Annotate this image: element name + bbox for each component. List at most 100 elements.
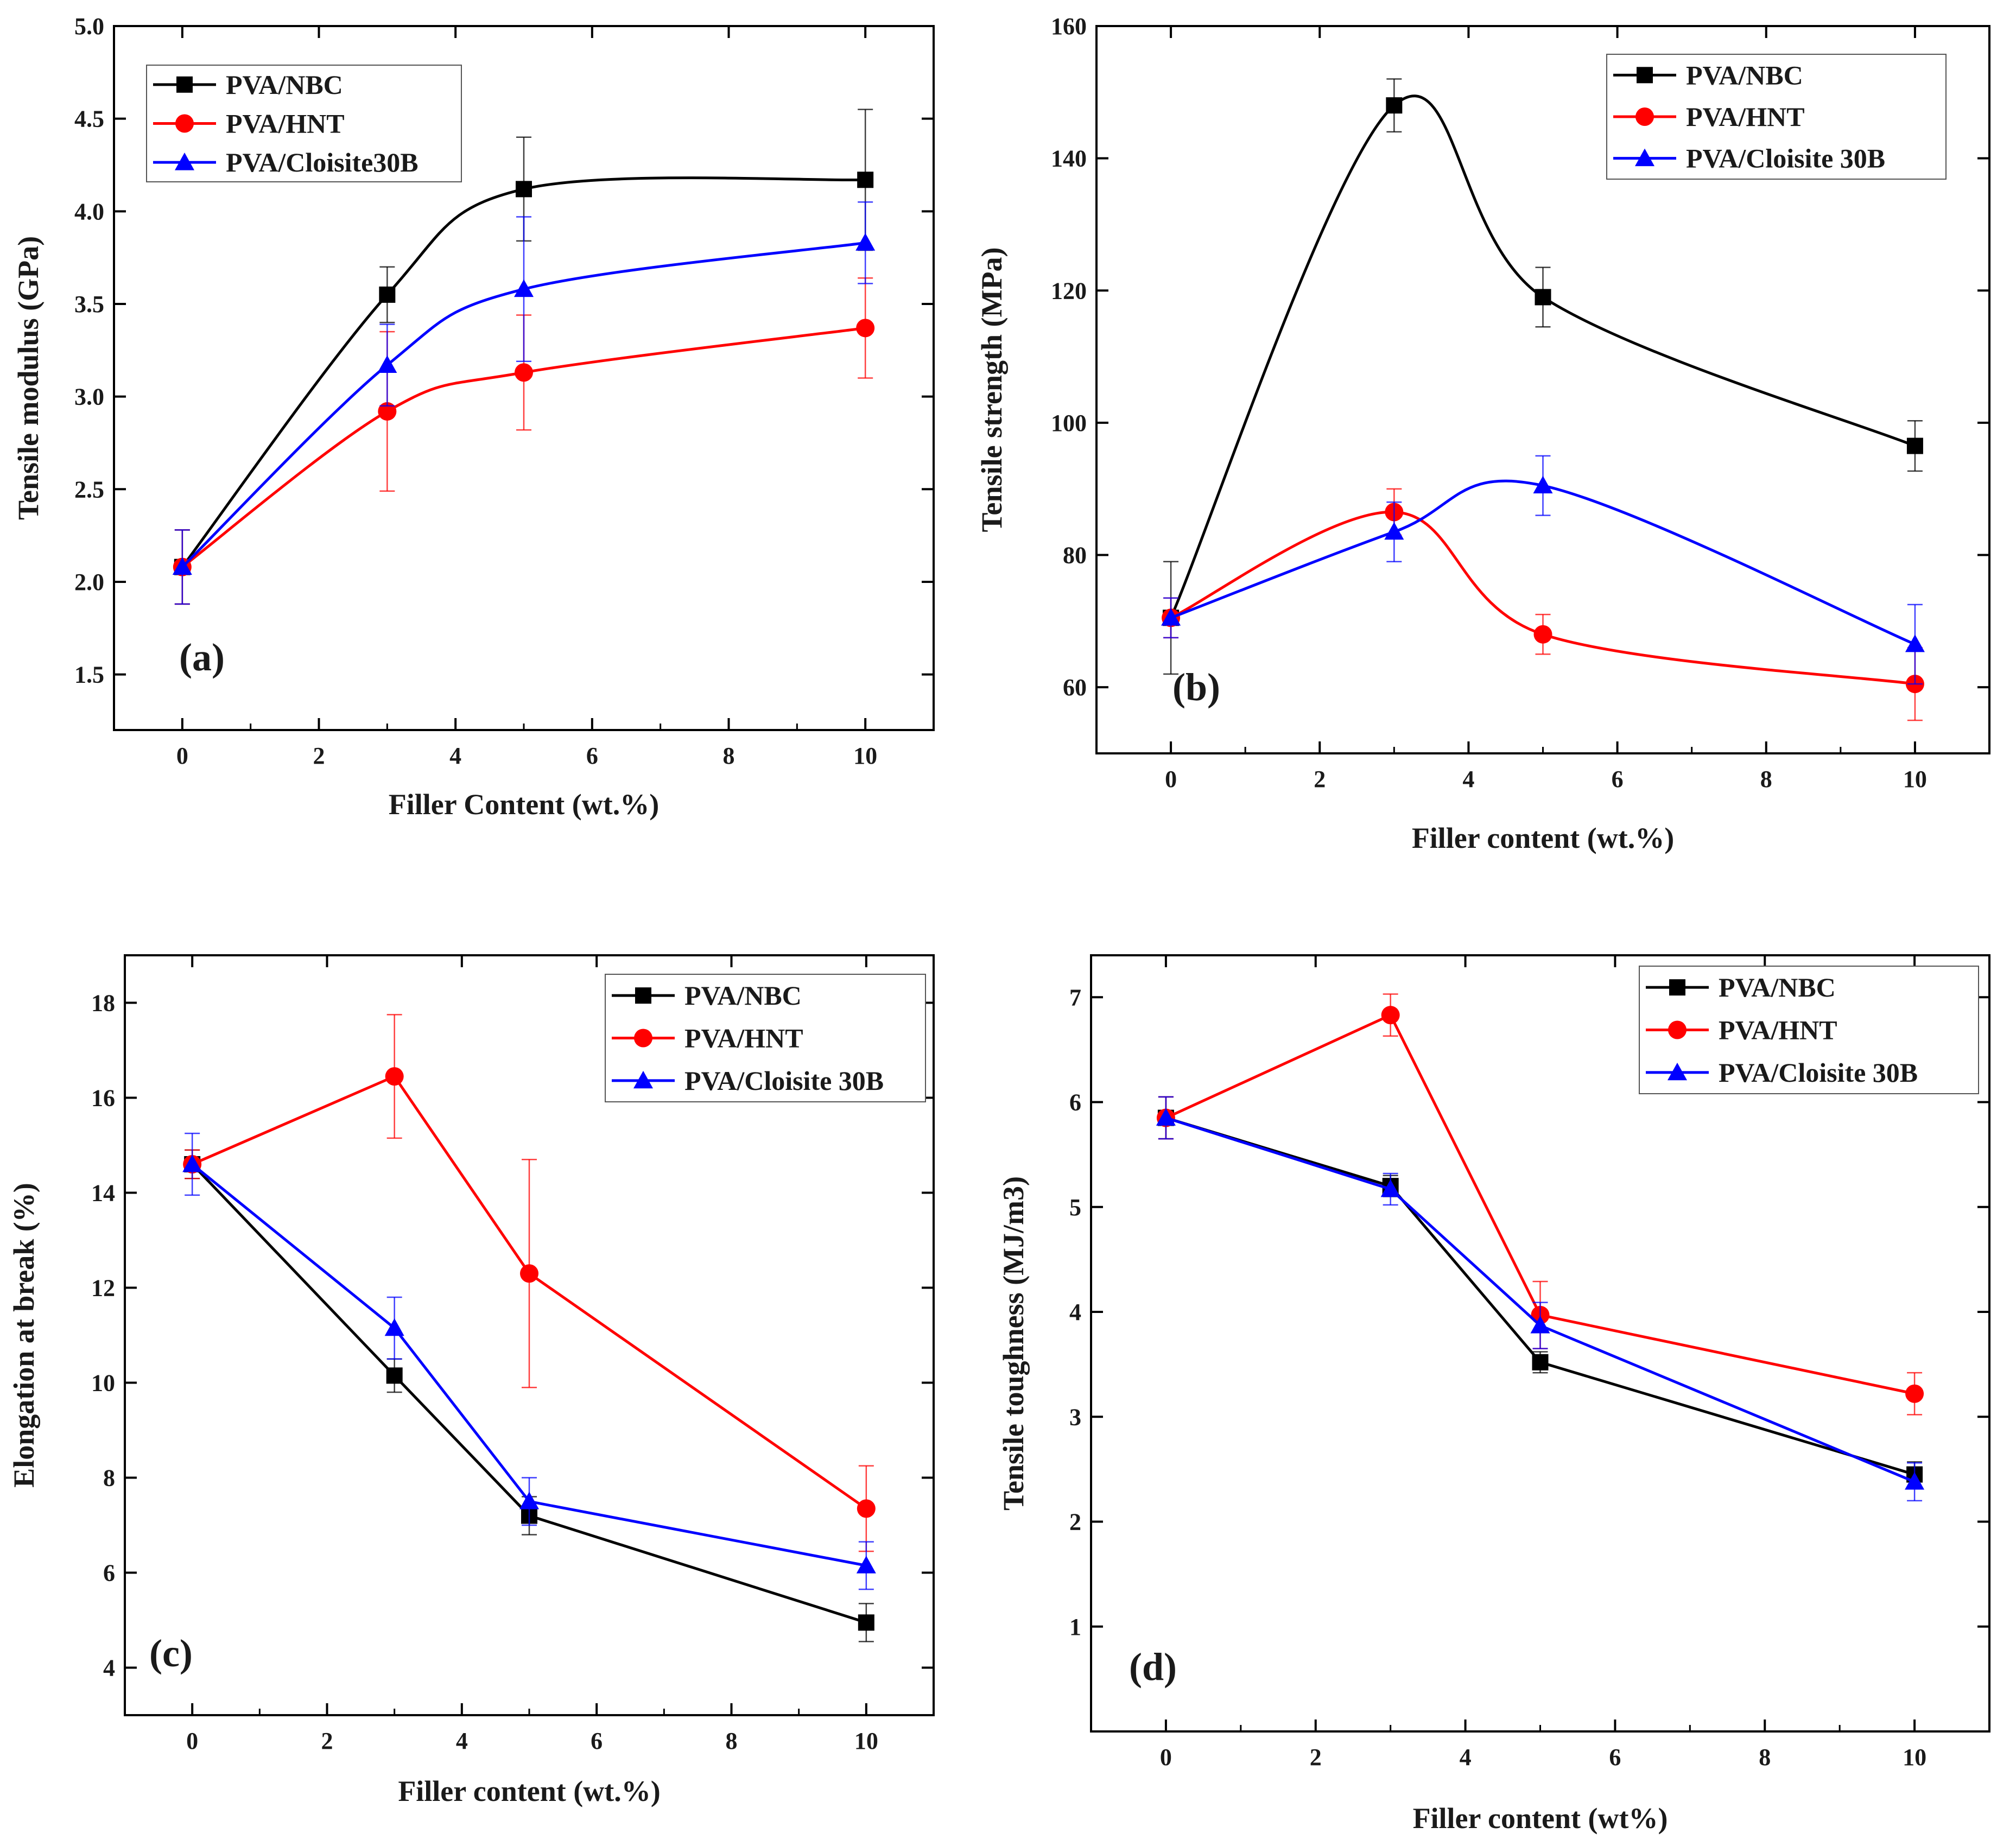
y-tick-label: 6 bbox=[1069, 1089, 1081, 1116]
data-point bbox=[1384, 522, 1404, 540]
x-tick-label: 10 bbox=[853, 743, 877, 769]
legend-marker bbox=[1668, 1062, 1687, 1081]
y-tick-label: 16 bbox=[91, 1085, 115, 1112]
x-axis-title: Filler Content (wt.%) bbox=[389, 788, 659, 821]
x-tick-label: 4 bbox=[1462, 766, 1474, 792]
legend-marker bbox=[634, 1029, 652, 1048]
x-tick-label: 6 bbox=[1612, 766, 1624, 792]
y-tick-label: 10 bbox=[91, 1370, 115, 1397]
legend-label: PVA/NBC bbox=[684, 980, 802, 1011]
y-tick-label: 2.0 bbox=[74, 569, 104, 595]
data-point bbox=[520, 1264, 538, 1283]
data-point bbox=[519, 1492, 539, 1509]
y-axis-title: Elongation at break (%) bbox=[8, 1183, 40, 1488]
series-cloisite bbox=[172, 201, 876, 605]
series-line bbox=[1165, 1116, 1916, 1483]
data-point bbox=[1380, 1179, 1400, 1197]
y-tick-label: 8 bbox=[103, 1465, 115, 1492]
legend-marker bbox=[635, 987, 651, 1004]
y-tick-label: 14 bbox=[91, 1180, 115, 1207]
y-tick-label: 120 bbox=[1051, 277, 1087, 304]
legend-marker bbox=[175, 153, 194, 170]
legend-label: PVA/NBC bbox=[1686, 60, 1803, 90]
data-point bbox=[378, 402, 397, 421]
x-tick-label: 0 bbox=[1165, 766, 1177, 792]
y-tick-label: 12 bbox=[91, 1275, 115, 1302]
y-tick-label: 4 bbox=[103, 1655, 115, 1682]
y-tick-label: 3.5 bbox=[74, 291, 104, 318]
data-point bbox=[1381, 1006, 1400, 1025]
data-point bbox=[182, 1154, 202, 1172]
data-point bbox=[1533, 475, 1553, 494]
legend-label: PVA/HNT bbox=[1719, 1015, 1837, 1045]
legend-label: PVA/HNT bbox=[226, 109, 345, 139]
series-line bbox=[1170, 479, 1916, 646]
legend: PVA/NBC PVA/HNT PVA/Cloisite 30B bbox=[1606, 54, 1947, 180]
legend-marker bbox=[176, 76, 193, 93]
x-tick-label: 2 bbox=[321, 1728, 333, 1754]
data-point bbox=[172, 557, 192, 575]
data-point bbox=[1156, 1108, 1176, 1126]
y-tick-label: 7 bbox=[1069, 984, 1081, 1011]
data-point bbox=[386, 1367, 403, 1384]
data-point bbox=[1905, 1384, 1924, 1403]
panel-label: (a) bbox=[179, 636, 225, 679]
y-tick-label: 60 bbox=[1063, 674, 1087, 701]
x-tick-label: 6 bbox=[591, 1728, 603, 1754]
y-tick-label: 6 bbox=[103, 1560, 115, 1587]
y-tick-label: 4.0 bbox=[74, 198, 104, 225]
x-tick-label: 8 bbox=[726, 1728, 738, 1754]
series-line bbox=[191, 1163, 867, 1567]
y-axis-title: Tensile modulus (GPa) bbox=[12, 236, 45, 520]
data-point bbox=[855, 233, 876, 251]
x-tick-label: 8 bbox=[1760, 766, 1772, 792]
y-tick-label: 100 bbox=[1051, 410, 1087, 436]
data-point bbox=[1906, 437, 1923, 454]
data-point bbox=[384, 1318, 404, 1336]
legend-label: PVA/Cloisite 30B bbox=[1686, 143, 1885, 174]
y-tick-label: 2 bbox=[1069, 1509, 1081, 1536]
y-tick-label: 5.0 bbox=[74, 13, 104, 40]
legend: PVA/NBC PVA/HNT PVA/Cloisite 30B bbox=[1639, 966, 1979, 1094]
panel-label: (b) bbox=[1172, 665, 1220, 709]
legend: PVA/NBC PVA/HNT PVA/Cloisite 30B bbox=[605, 974, 926, 1102]
x-tick-label: 0 bbox=[1160, 1744, 1172, 1771]
legend-label: PVA/Cloisite 30B bbox=[684, 1065, 884, 1096]
data-point bbox=[857, 172, 874, 188]
legend-label: PVA/Cloisite30B bbox=[226, 147, 419, 177]
chart-panel-1: 0 2 4 6 8 10 1.5 2.0 2.5 3.0 3.5 4.0 4.5 5.0 Filler Co… bbox=[12, 13, 935, 821]
data-point bbox=[514, 279, 534, 297]
chart-panel-2: 0 2 4 6 8 10 60 80 100 120 140 160 Filler content (w… bbox=[975, 13, 1990, 854]
data-point bbox=[858, 1614, 874, 1631]
legend-label: PVA/Cloisite 30B bbox=[1719, 1057, 1918, 1088]
data-point bbox=[379, 286, 396, 303]
x-tick-label: 10 bbox=[854, 1728, 878, 1754]
data-point bbox=[856, 1556, 876, 1573]
panel-label: (d) bbox=[1129, 1645, 1177, 1689]
legend-label: PVA/NBC bbox=[226, 69, 343, 100]
series-line bbox=[192, 1075, 867, 1510]
x-tick-label: 10 bbox=[1903, 766, 1927, 792]
x-tick-label: 2 bbox=[1314, 766, 1326, 792]
x-tick-label: 6 bbox=[1609, 1744, 1621, 1771]
x-tick-label: 2 bbox=[313, 743, 325, 769]
data-point bbox=[1905, 1472, 1925, 1490]
legend-label: PVA/HNT bbox=[684, 1023, 803, 1054]
y-axis-title: Tensile toughness (MJ/m3) bbox=[997, 1176, 1030, 1511]
x-tick-label: 4 bbox=[1460, 1744, 1472, 1771]
y-axis-title: Tensile strength (MPa) bbox=[975, 248, 1008, 532]
chart-panel-3: 0 2 4 6 8 10 4 6 8 10 12 14 16 18 Filler content (wt.%… bbox=[8, 954, 935, 1807]
series-cloisite bbox=[182, 1132, 876, 1590]
x-axis-title: Filler content (wt.%) bbox=[1412, 822, 1674, 854]
y-tick-label: 160 bbox=[1051, 13, 1087, 40]
y-tick-label: 3 bbox=[1069, 1404, 1081, 1430]
x-axis-title: Filler content (wt%) bbox=[1413, 1802, 1668, 1835]
y-tick-label: 2.5 bbox=[74, 476, 104, 503]
x-tick-label: 10 bbox=[1903, 1744, 1926, 1771]
y-tick-label: 3.0 bbox=[74, 384, 104, 410]
y-tick-label: 5 bbox=[1069, 1194, 1081, 1221]
data-point bbox=[1530, 1316, 1550, 1334]
